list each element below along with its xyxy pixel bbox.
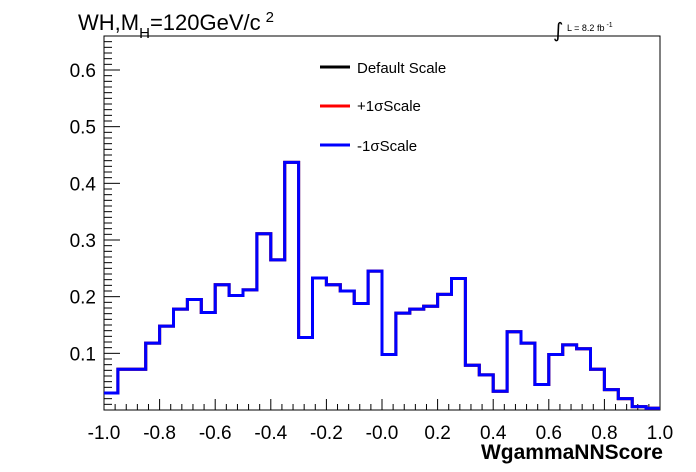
y-tick-label: 0.3: [70, 231, 96, 252]
x-tick-label: 0.4: [480, 423, 507, 444]
y-tick-label: 0.6: [70, 61, 96, 82]
x-tick-label: -0.0: [366, 423, 399, 444]
chart-title: WH,MH=120GeV/c 2: [78, 9, 274, 42]
luminosity-integral-sign: ∫: [553, 18, 563, 42]
series-layer: [104, 160, 660, 410]
x-tick-label: -0.4: [254, 423, 287, 444]
x-tick-label: -0.8: [143, 423, 176, 444]
series-line-2: [104, 160, 660, 410]
y-tick-label: 0.4: [70, 174, 97, 195]
x-axis-tick-labels: -1.0 -0.8 -0.6 -0.4 -0.2 -0.0 0.2 0.4 0.6 0.8 1.0: [88, 423, 674, 444]
y-tick-label: 0.5: [70, 118, 96, 139]
x-tick-label: 0.2: [424, 423, 450, 444]
y-axis-tick-labels: 0.1 0.2 0.3 0.4 0.5 0.6: [70, 61, 97, 365]
x-tick-label: -1.0: [88, 423, 121, 444]
y-tick-label: 0.2: [70, 288, 96, 309]
legend-label-default-scale: Default Scale: [357, 60, 446, 77]
x-axis-title: WgammaNNScore: [481, 441, 663, 464]
y-axis-ticks: [104, 35, 120, 405]
x-tick-label: 0.8: [591, 423, 617, 444]
legend-label-plus-sigma-scale: +1σScale: [357, 98, 421, 115]
x-tick-label: -0.2: [310, 423, 343, 444]
x-tick-label: -0.6: [199, 423, 232, 444]
luminosity-label: L = 8.2 fb -1: [567, 22, 613, 33]
legend: Default Scale +1σScale -1σScale: [320, 60, 446, 155]
legend-label-minus-sigma-scale: -1σScale: [357, 138, 417, 155]
y-tick-label: 0.1: [70, 344, 96, 365]
x-tick-label: 0.6: [536, 423, 562, 444]
x-tick-label: 1.0: [647, 423, 673, 444]
